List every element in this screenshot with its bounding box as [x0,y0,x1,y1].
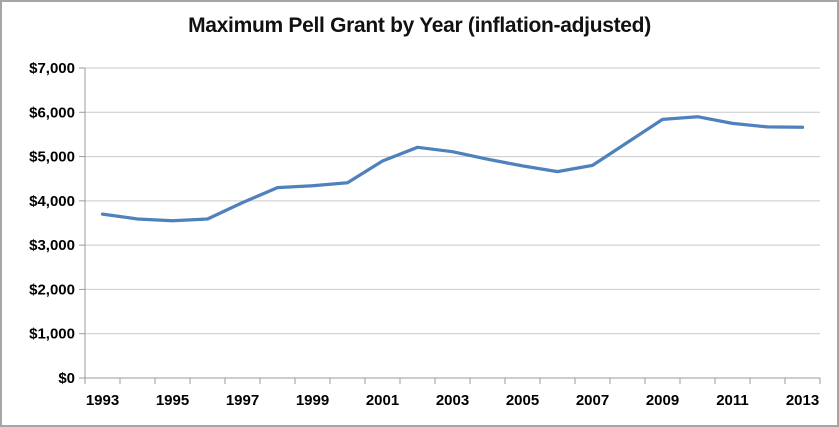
data-line-series [100,115,805,223]
x-axis-label: 1993 [86,392,119,409]
x-axis-label: 2009 [646,392,679,409]
x-axis-label: 2013 [786,392,819,409]
x-axis-label: 2001 [366,392,399,409]
y-axis-label: $2,000 [29,281,75,298]
x-axis-label: 2007 [576,392,609,409]
y-axis-label: $1,000 [29,326,75,343]
x-axis-label: 2003 [436,392,469,409]
x-axis-label: 2011 [716,392,749,409]
x-axis-label: 2005 [506,392,539,409]
x-axis-label: 1997 [226,392,259,409]
y-axis-label: $6,000 [29,104,75,121]
x-axis-label: 1995 [156,392,189,409]
chart-title: Maximum Pell Grant by Year (inflation-ad… [188,14,651,37]
x-axis-label: 1999 [296,392,329,409]
y-axis-label: $4,000 [29,193,75,210]
y-axis-label: $7,000 [29,60,75,77]
y-axis-label: $0 [58,370,75,387]
y-axis-label: $5,000 [29,149,75,166]
y-axis-label: $3,000 [29,237,75,254]
